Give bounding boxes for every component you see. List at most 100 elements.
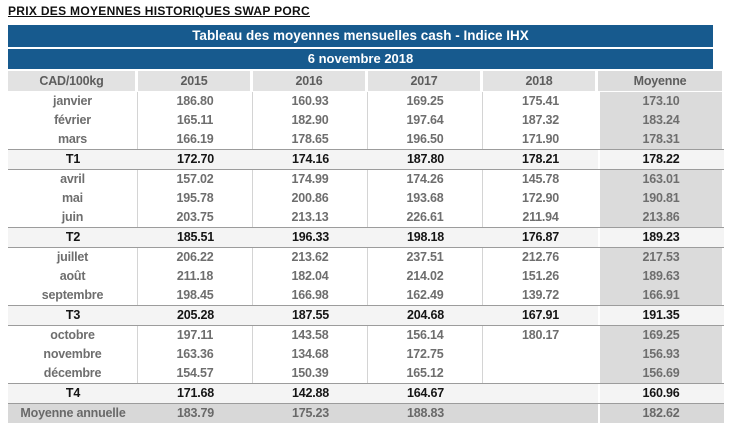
value-cell: 200.86 — [253, 189, 368, 208]
table-body: janvier 186.80 160.93 169.25 175.41 173.… — [8, 92, 724, 423]
value-cell: 166.91 — [598, 286, 722, 305]
value-cell: 154.57 — [138, 364, 253, 383]
value-cell: 173.10 — [598, 92, 722, 111]
value-cell: 167.91 — [521, 308, 560, 322]
value-cell: 188.83 — [406, 406, 445, 420]
value-cell: 150.39 — [253, 364, 368, 383]
table-row-septembre: septembre 198.45 166.98 162.49 139.72 16… — [8, 286, 724, 305]
column-header-2018: 2018 — [483, 71, 598, 91]
value-cell: 195.78 — [138, 189, 253, 208]
row-label: T1 — [65, 152, 81, 166]
value-cell: 163.36 — [138, 345, 253, 364]
table-row-août: août 211.18 182.04 214.02 151.26 189.63 — [8, 267, 724, 286]
table-row-janvier: janvier 186.80 160.93 169.25 175.41 173.… — [8, 92, 724, 111]
column-header-2017: 2017 — [368, 71, 483, 91]
row-label: septembre — [8, 286, 138, 305]
table-row-février: février 165.11 182.90 197.64 187.32 183.… — [8, 111, 724, 130]
value-cell: 182.04 — [253, 267, 368, 286]
value-cell: 226.61 — [368, 208, 483, 227]
value-cell: 145.78 — [483, 170, 598, 189]
table-row-octobre: octobre 197.11 143.58 156.14 180.17 169.… — [8, 326, 724, 345]
value-cell: 164.67 — [406, 386, 445, 400]
value-cell: 172.70 — [176, 152, 215, 166]
value-cell: 197.11 — [138, 326, 253, 345]
value-cell: 171.68 — [176, 386, 215, 400]
column-header-unit: CAD/100kg — [8, 71, 138, 91]
value-cell: 191.35 — [598, 306, 722, 325]
value-cell: 186.80 — [138, 92, 253, 111]
row-label: mai — [8, 189, 138, 208]
value-cell: 190.81 — [598, 189, 722, 208]
value-cell: 204.68 — [406, 308, 445, 322]
value-cell: 180.17 — [483, 326, 598, 345]
value-cell — [483, 384, 598, 403]
value-cell: 198.18 — [406, 230, 445, 244]
table-row-juin: juin 203.75 213.13 226.61 211.94 213.86 — [8, 208, 724, 227]
value-cell — [483, 404, 598, 423]
row-label: juin — [8, 208, 138, 227]
value-cell: 165.11 — [138, 111, 253, 130]
value-cell: 196.50 — [368, 130, 483, 149]
value-cell: 160.96 — [598, 384, 722, 403]
value-cell: 143.58 — [253, 326, 368, 345]
row-label: T2 — [65, 230, 81, 244]
value-cell: 206.22 — [138, 248, 253, 267]
value-cell: 189.23 — [598, 228, 722, 247]
table-date-band: 6 novembre 2018 — [8, 49, 713, 69]
value-cell: 162.49 — [368, 286, 483, 305]
value-cell: 175.23 — [291, 406, 330, 420]
row-label: avril — [8, 170, 138, 189]
value-cell: 156.69 — [598, 364, 722, 383]
value-cell: 157.02 — [138, 170, 253, 189]
value-cell: 187.55 — [291, 308, 330, 322]
value-cell: 178.22 — [598, 150, 722, 169]
table-row-t2: T2 185.51 196.33 198.18 176.87 189.23 — [8, 227, 724, 248]
value-cell: 198.45 — [138, 286, 253, 305]
value-cell: 169.25 — [598, 326, 722, 345]
row-label: octobre — [8, 326, 138, 345]
value-cell: 174.99 — [253, 170, 368, 189]
value-cell: 205.28 — [176, 308, 215, 322]
value-cell: 151.26 — [483, 267, 598, 286]
value-cell: 183.79 — [176, 406, 215, 420]
table-row-moyenne-annuelle: Moyenne annuelle 183.79 175.23 188.83 18… — [8, 404, 724, 423]
value-cell: 174.16 — [291, 152, 330, 166]
value-cell: 213.13 — [253, 208, 368, 227]
value-cell: 139.72 — [483, 286, 598, 305]
table-row-avril: avril 157.02 174.99 174.26 145.78 163.01 — [8, 170, 724, 189]
column-header-2016: 2016 — [253, 71, 368, 91]
value-cell — [483, 345, 598, 364]
value-cell: 196.33 — [291, 230, 330, 244]
value-cell: 214.02 — [368, 267, 483, 286]
value-cell: 178.31 — [598, 130, 722, 149]
value-cell: 156.14 — [368, 326, 483, 345]
value-cell: 217.53 — [598, 248, 722, 267]
row-label: août — [8, 267, 138, 286]
value-cell: 172.75 — [368, 345, 483, 364]
table-title-band: Tableau des moyennes mensuelles cash - I… — [8, 25, 713, 47]
value-cell: 134.68 — [253, 345, 368, 364]
value-cell: 211.18 — [138, 267, 253, 286]
value-cell: 193.68 — [368, 189, 483, 208]
value-cell: 172.90 — [483, 189, 598, 208]
table-row-mars: mars 166.19 178.65 196.50 171.90 178.31 — [8, 130, 724, 149]
value-cell: 171.90 — [483, 130, 598, 149]
table-row-mai: mai 195.78 200.86 193.68 172.90 190.81 — [8, 189, 724, 208]
page-title: PRIX DES MOYENNES HISTORIQUES SWAP PORC — [8, 4, 310, 18]
value-cell: 182.90 — [253, 111, 368, 130]
table-header-row: CAD/100kg 2015 2016 2017 2018 Moyenne — [8, 71, 724, 91]
value-cell: 213.86 — [598, 208, 722, 227]
row-label: juillet — [8, 248, 138, 267]
value-cell: 203.75 — [138, 208, 253, 227]
value-cell: 213.62 — [253, 248, 368, 267]
row-label: T4 — [65, 386, 81, 400]
value-cell: 178.65 — [253, 130, 368, 149]
value-cell: 237.51 — [368, 248, 483, 267]
row-label: mars — [8, 130, 138, 149]
value-cell: 187.80 — [406, 152, 445, 166]
table-row-t4: T4 171.68 142.88 164.67 160.96 — [8, 383, 724, 404]
value-cell: 142.88 — [291, 386, 330, 400]
monthly-averages-table: Tableau des moyennes mensuelles cash - I… — [8, 25, 724, 423]
value-cell: 166.19 — [138, 130, 253, 149]
